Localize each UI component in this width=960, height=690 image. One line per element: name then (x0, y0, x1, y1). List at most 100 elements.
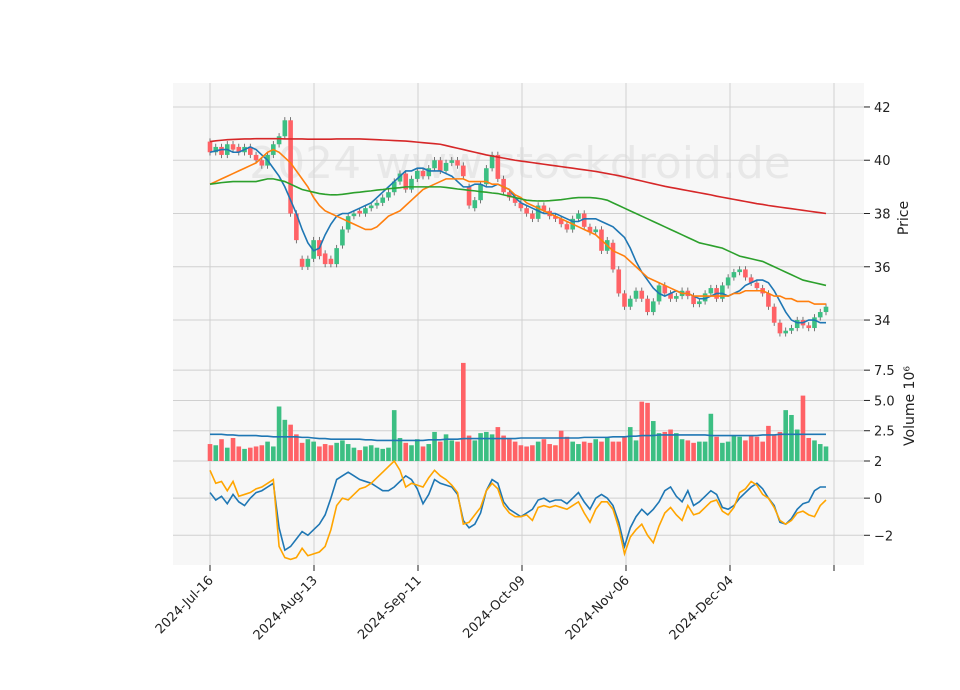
volume-bar (558, 430, 564, 461)
volume-bar (449, 440, 455, 461)
volume-bar (720, 442, 725, 461)
candle-body (247, 146, 253, 155)
volume-bar (656, 433, 662, 461)
candle-body (386, 192, 391, 198)
candle-body (777, 322, 783, 334)
candle-body (294, 213, 299, 241)
candle-body (363, 208, 368, 214)
x-tick-label: 2024-Jul-16 (153, 573, 217, 637)
candle-body (368, 205, 374, 209)
candle-body (708, 288, 714, 294)
volume-bar (576, 444, 581, 461)
volume-bar (484, 431, 489, 461)
volume-bar (645, 402, 650, 461)
volume-bar (823, 446, 829, 461)
volume-bar (391, 410, 397, 461)
volume-bar (743, 440, 748, 461)
candle-body (564, 224, 570, 230)
volume-bar (524, 446, 529, 461)
volume-bar (288, 424, 293, 461)
oscillator-line (209, 459, 827, 561)
volume-tick-label: 5.0 (874, 394, 895, 409)
candle-body (455, 160, 460, 166)
volume-bar (501, 435, 506, 461)
candle-body (581, 213, 587, 227)
candle-body (409, 178, 414, 190)
candle-body (576, 213, 581, 219)
candle-body (817, 312, 823, 318)
volume-bar (276, 406, 282, 461)
volume-bar (334, 442, 339, 461)
volume-bar (702, 441, 708, 461)
candle-body (495, 154, 501, 179)
candle-body (783, 330, 789, 334)
volume-average-line (210, 433, 826, 442)
candle-body (357, 210, 362, 214)
volume-bar (253, 446, 259, 461)
volume-bar (472, 440, 478, 461)
candle-body (351, 213, 357, 217)
candle-body (535, 205, 541, 219)
volume-bar (777, 431, 783, 461)
candle-body (328, 258, 334, 265)
candle-body (282, 120, 288, 137)
candle-body (507, 192, 512, 198)
volume-bar (282, 419, 288, 461)
volume-bar (507, 439, 512, 461)
candle-body (213, 146, 219, 153)
volume-bar (714, 436, 719, 461)
volume-bar (351, 447, 357, 461)
volume-bar (622, 436, 627, 461)
candle-body (645, 298, 650, 313)
candle-body (627, 298, 633, 307)
volume-bar (674, 433, 679, 461)
candle-body (812, 317, 817, 329)
oscillator-tick-label: 2 (874, 455, 882, 470)
volume-bar (737, 436, 742, 461)
price-tick-label: 40 (874, 154, 891, 169)
volume-bar (357, 450, 362, 461)
volume-bar (616, 441, 622, 461)
volume-bar (478, 433, 483, 461)
candle-body (420, 170, 426, 177)
candle-body (587, 226, 593, 233)
volume-bar (789, 414, 794, 461)
volume-bar (633, 440, 639, 461)
candle-body (403, 173, 409, 190)
candle-body (806, 325, 812, 329)
x-tick-label: 2024-Dec-04 (667, 573, 737, 643)
line-layer (209, 137, 827, 561)
candle-body (259, 160, 265, 166)
volume-bar (817, 444, 823, 461)
candle-body (748, 277, 754, 283)
price-tick-label: 36 (874, 261, 891, 276)
candle-body (766, 293, 771, 307)
x-tick-label: 2024-Aug-13 (251, 573, 321, 643)
volume-bar (604, 437, 610, 461)
price-tick-label: 38 (874, 208, 891, 223)
candle-body (518, 202, 524, 209)
candle-body (731, 272, 737, 278)
candle-body (466, 186, 472, 206)
watermark: 2024 www.stockdroid.de (249, 138, 791, 189)
x-tick-label: 2024-Sep-11 (355, 573, 425, 643)
volume-bar (242, 448, 247, 461)
candle-body (461, 165, 466, 177)
volume-bar (771, 435, 777, 461)
candle-body (437, 160, 443, 171)
volume-bar (259, 445, 265, 461)
volume-bar (708, 413, 714, 461)
volume-bar (414, 439, 420, 461)
volume-bar (403, 442, 409, 461)
volume-bar (340, 440, 345, 461)
candle-body (230, 144, 236, 150)
volume-bar (668, 429, 673, 461)
volume-bar (541, 439, 547, 461)
candle-body (662, 285, 668, 294)
volume-bar (299, 442, 305, 461)
moving-average-line (209, 178, 827, 287)
candle-body (501, 178, 506, 193)
candle-body (702, 293, 708, 302)
volume-bar (380, 448, 386, 461)
volume-bar (317, 446, 322, 461)
